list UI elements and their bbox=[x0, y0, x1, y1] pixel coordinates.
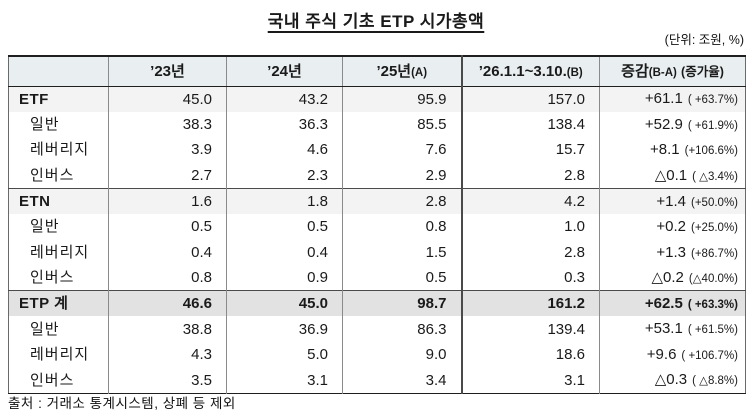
cell-change: △0.1( △3.4%) bbox=[599, 162, 746, 189]
cell-2024: 0.4 bbox=[226, 239, 343, 266]
table-row-etf-leverage: 레버리지 3.9 4.6 7.6 15.7 +8.1 (+106.6%) bbox=[8, 137, 746, 163]
cell-change: +61.1( +63.7%) bbox=[599, 86, 746, 112]
cell-2025: 86.3 bbox=[342, 316, 462, 342]
row-label: ETF bbox=[19, 90, 49, 108]
cell-2026: 4.2 bbox=[460, 187, 600, 214]
cell-2023: 38.8 bbox=[108, 316, 227, 342]
cell-2023: 1.6 bbox=[108, 187, 227, 214]
etp-market-cap-table: ’23년 ’24년 ’25년(A) ’26.1.1~3.10.(B) 증감(B-… bbox=[8, 55, 746, 394]
table-row-etf: ETF 45.0 43.2 95.9 157.0 +61.1( +63.7%) bbox=[8, 86, 746, 112]
row-label: 인버스 bbox=[30, 166, 75, 184]
cell-2024: 0.9 bbox=[226, 265, 343, 291]
cell-2023: 46.6 bbox=[108, 290, 227, 317]
cell-2026: 3.1 bbox=[460, 367, 600, 394]
cell-2024: 36.9 bbox=[226, 316, 343, 342]
cell-change: △0.3( △8.8%) bbox=[599, 367, 746, 394]
table-header-row: ’23년 ’24년 ’25년(A) ’26.1.1~3.10.(B) 증감(B-… bbox=[8, 56, 746, 87]
table-row-etp-total: ETP 계 46.6 45.0 98.7 161.2 +62.5( +63.3%… bbox=[8, 290, 746, 317]
cell-2024: 2.3 bbox=[226, 162, 343, 189]
cell-2026: 15.7 bbox=[460, 137, 600, 163]
cell-change: +1.4 (+50.0%) bbox=[599, 187, 746, 214]
cell-change: +53.1( +61.5%) bbox=[599, 316, 746, 342]
cell-2023: 3.5 bbox=[108, 367, 227, 394]
row-label: 일반 bbox=[30, 320, 60, 338]
table-row-etf-general: 일반 38.3 36.3 85.5 138.4 +52.9( +61.9%) bbox=[8, 111, 746, 138]
table-row-etn-leverage: 레버리지 0.4 0.4 1.5 2.8 +1.3 (+86.7%) bbox=[8, 239, 746, 266]
cell-2023: 45.0 bbox=[108, 86, 227, 112]
header-blank bbox=[8, 56, 109, 87]
row-label: 일반 bbox=[30, 115, 60, 133]
header-2023: ’23년 bbox=[108, 56, 227, 87]
table-row-etp-general: 일반 38.8 36.9 86.3 139.4 +53.1( +61.5%) bbox=[8, 316, 746, 342]
cell-2023: 0.8 bbox=[108, 265, 227, 291]
page-title: 국내 주식 기초 ETP 시가총액 bbox=[267, 12, 485, 31]
cell-2024: 4.6 bbox=[226, 137, 343, 163]
row-label: 레버리지 bbox=[30, 243, 90, 261]
cell-change: +52.9( +61.9%) bbox=[599, 111, 746, 138]
header-change: 증감(B-A) (증가율) bbox=[599, 56, 746, 87]
cell-2025: 2.9 bbox=[342, 162, 462, 189]
cell-2024: 3.1 bbox=[226, 367, 343, 394]
cell-2023: 38.3 bbox=[108, 111, 227, 138]
cell-2025: 9.0 bbox=[342, 341, 462, 368]
cell-2023: 4.3 bbox=[108, 341, 227, 368]
cell-2024: 1.8 bbox=[226, 187, 343, 214]
table-row-etp-inverse: 인버스 3.5 3.1 3.4 3.1 △0.3( △8.8%) bbox=[8, 367, 746, 394]
cell-2026: 138.4 bbox=[460, 111, 600, 138]
cell-2025: 2.8 bbox=[342, 187, 462, 214]
cell-2025: 98.7 bbox=[342, 290, 462, 317]
cell-2026: 1.0 bbox=[460, 213, 600, 240]
cell-change: △0.2 (△40.0%) bbox=[599, 265, 746, 291]
unit-note: (단위: 조원, %) bbox=[664, 33, 744, 47]
cell-change: +1.3 (+86.7%) bbox=[599, 239, 746, 266]
cell-2026: 2.8 bbox=[460, 239, 600, 266]
row-label: 인버스 bbox=[30, 269, 75, 287]
table-row-etn-general: 일반 0.5 0.5 0.8 1.0 +0.2 (+25.0%) bbox=[8, 213, 746, 240]
header-2025-A: ’25년(A) bbox=[342, 56, 462, 87]
header-2026-B: ’26.1.1~3.10.(B) bbox=[460, 56, 600, 87]
cell-2024: 43.2 bbox=[226, 86, 343, 112]
table-row-etf-inverse: 인버스 2.7 2.3 2.9 2.8 △0.1( △3.4%) bbox=[8, 162, 746, 189]
cell-2025: 85.5 bbox=[342, 111, 462, 138]
cell-2023: 0.4 bbox=[108, 239, 227, 266]
cell-2026: 2.8 bbox=[460, 162, 600, 189]
cell-2026: 157.0 bbox=[460, 86, 600, 112]
cell-change: +9.6( +106.7%) bbox=[599, 341, 746, 368]
cell-2025: 3.4 bbox=[342, 367, 462, 394]
cell-2023: 0.5 bbox=[108, 213, 227, 240]
header-2024: ’24년 bbox=[226, 56, 343, 87]
table-row-etp-leverage: 레버리지 4.3 5.0 9.0 18.6 +9.6( +106.7%) bbox=[8, 341, 746, 368]
cell-2023: 2.7 bbox=[108, 162, 227, 189]
cell-2025: 0.5 bbox=[342, 265, 462, 291]
row-label: 일반 bbox=[30, 218, 60, 236]
cell-2024: 36.3 bbox=[226, 111, 343, 138]
cell-2026: 18.6 bbox=[460, 341, 600, 368]
cell-change: +62.5( +63.3%) bbox=[599, 290, 746, 317]
row-label: 레버리지 bbox=[30, 141, 90, 159]
cell-2026: 139.4 bbox=[460, 316, 600, 342]
table-row-etn-inverse: 인버스 0.8 0.9 0.5 0.3 △0.2 (△40.0%) bbox=[8, 265, 746, 291]
cell-2026: 0.3 bbox=[460, 265, 600, 291]
row-label: ETP 계 bbox=[8, 290, 109, 317]
cell-2025: 95.9 bbox=[342, 86, 462, 112]
cell-2024: 5.0 bbox=[226, 341, 343, 368]
cell-2025: 0.8 bbox=[342, 213, 462, 240]
source-note: 출처 : 거래소 통계시스템, 상폐 등 제외 bbox=[8, 396, 236, 411]
cell-2026: 161.2 bbox=[460, 290, 600, 317]
cell-2025: 1.5 bbox=[342, 239, 462, 266]
cell-change: +0.2 (+25.0%) bbox=[599, 213, 746, 240]
cell-2025: 7.6 bbox=[342, 137, 462, 163]
row-label: ETN bbox=[8, 187, 109, 214]
cell-change: +8.1 (+106.6%) bbox=[599, 137, 746, 163]
cell-2023: 3.9 bbox=[108, 137, 227, 163]
cell-2024: 45.0 bbox=[226, 290, 343, 317]
table-row-etn: ETN 1.6 1.8 2.8 4.2 +1.4 (+50.0%) bbox=[8, 187, 746, 214]
cell-2024: 0.5 bbox=[226, 213, 343, 240]
row-label: 레버리지 bbox=[30, 346, 90, 364]
row-label: 인버스 bbox=[30, 371, 75, 389]
